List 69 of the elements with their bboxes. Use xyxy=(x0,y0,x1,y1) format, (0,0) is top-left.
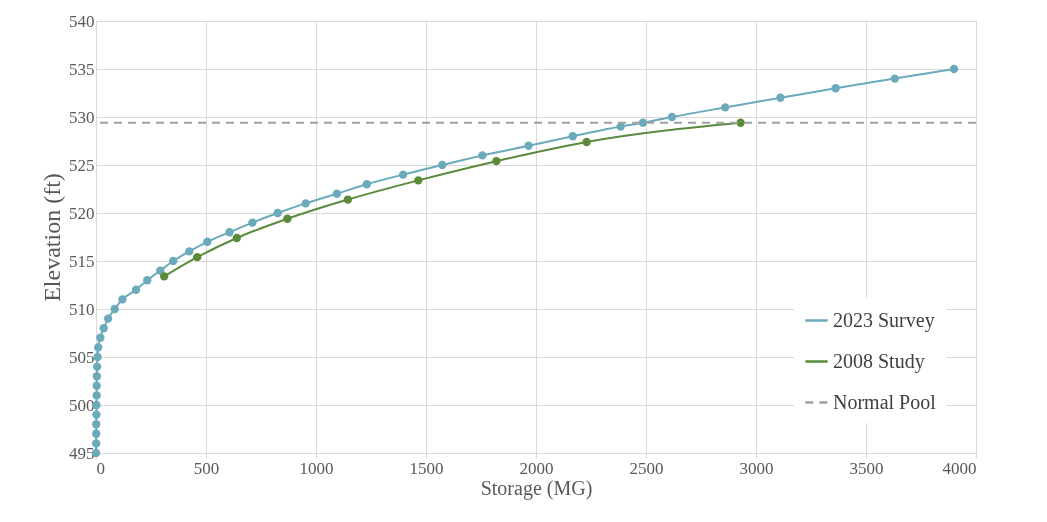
y-tick-label: 495 xyxy=(69,443,95,463)
point xyxy=(143,276,152,285)
x-tick-label: 0 xyxy=(96,458,105,478)
y-tick-label: 535 xyxy=(69,59,95,79)
point xyxy=(160,272,169,281)
x-tick-label: 2500 xyxy=(629,458,664,478)
point xyxy=(131,285,141,294)
point xyxy=(332,189,342,198)
point xyxy=(949,64,959,74)
y-tick-label: 510 xyxy=(69,299,95,319)
y-axis-title: Elevation (ft) xyxy=(39,173,65,302)
x-tick-label: 4000 xyxy=(942,458,977,478)
point xyxy=(478,151,487,160)
point xyxy=(103,314,113,323)
point xyxy=(185,247,194,256)
x-tick-label: 3500 xyxy=(849,458,884,478)
point xyxy=(638,118,648,127)
point xyxy=(414,176,423,185)
point xyxy=(96,333,105,342)
x-tick-label: 1500 xyxy=(409,458,444,478)
point xyxy=(273,208,282,218)
point xyxy=(92,429,101,438)
point xyxy=(92,362,102,371)
point xyxy=(118,295,127,304)
point xyxy=(568,132,577,141)
point xyxy=(110,304,119,314)
point xyxy=(776,93,785,102)
y-tick-label: 515 xyxy=(69,251,95,271)
point xyxy=(831,84,840,93)
x-tick-label: 2000 xyxy=(519,458,554,478)
point xyxy=(232,233,241,243)
x-axis-title: Storage (MG) xyxy=(480,476,593,500)
point xyxy=(667,112,677,122)
point xyxy=(203,237,212,246)
x-tick-label: 500 xyxy=(193,458,220,478)
point xyxy=(99,324,108,333)
point xyxy=(362,180,371,189)
legend-label: Normal Pool xyxy=(833,390,937,413)
point xyxy=(94,343,103,352)
x-tick-label: 1000 xyxy=(299,458,334,478)
point xyxy=(890,74,899,83)
y-tick-label: 530 xyxy=(69,107,95,127)
point xyxy=(524,141,533,150)
point xyxy=(343,195,353,204)
point xyxy=(92,381,101,390)
point xyxy=(92,372,102,381)
legend-label: 2008 Study xyxy=(833,349,925,373)
point xyxy=(92,391,101,400)
y-tick-label: 525 xyxy=(69,155,95,175)
point xyxy=(92,420,101,429)
point xyxy=(92,439,101,448)
y-tick-label: 505 xyxy=(69,347,95,367)
point xyxy=(283,214,292,223)
point xyxy=(248,218,257,227)
point xyxy=(92,410,101,419)
legend-label: 2023 Survey xyxy=(833,308,935,332)
y-tick-label: 500 xyxy=(69,395,95,415)
point xyxy=(398,170,408,179)
point xyxy=(225,228,234,237)
y-tick-label: 540 xyxy=(69,11,95,31)
point xyxy=(721,103,730,112)
point xyxy=(193,252,202,262)
point xyxy=(169,256,178,266)
point xyxy=(438,160,447,170)
point xyxy=(301,199,310,208)
point xyxy=(492,156,501,166)
point xyxy=(582,137,591,147)
x-tick-label: 3000 xyxy=(739,458,774,478)
y-tick-label: 520 xyxy=(69,203,95,223)
